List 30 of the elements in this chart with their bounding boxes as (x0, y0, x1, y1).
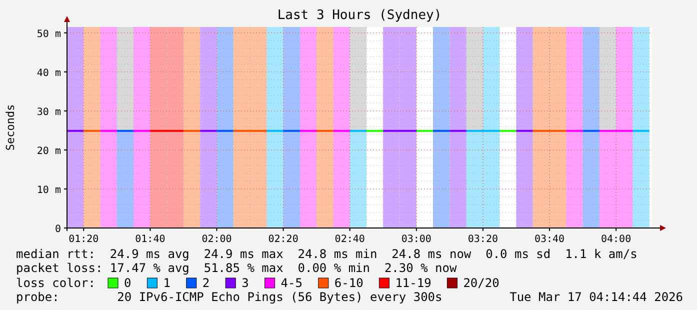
x-tick-label: 02:20 (268, 234, 298, 245)
x-tick-label: 02:00 (202, 234, 232, 245)
y-tick-label: 40 m (36, 68, 61, 79)
y-tick-label: 30 m (36, 106, 61, 118)
x-tick-label: 02:40 (334, 234, 365, 245)
x-tick-label: 01:20 (68, 234, 99, 245)
legend-label: 3 (242, 276, 249, 290)
y-tick-label: 0 (54, 224, 61, 235)
text: Tue Mar 17 04:14:44 2026 (510, 290, 683, 304)
text: median rtt: 24.9 ms avg 24.9 ms max 24.8 ms min 24.8 ms now 0.0 ms sd 1.1 k am/s (16, 247, 638, 261)
legend-label: 2 (202, 276, 210, 290)
legend-label: 0 (124, 276, 132, 290)
legend-title: loss color: (16, 276, 96, 290)
y-tick-label: 10 m (36, 184, 61, 196)
x-tick-label: 01:40 (135, 234, 166, 245)
legend-label: 11-19 (395, 276, 432, 290)
x-tick-label: 03:00 (401, 234, 432, 245)
legend-label: 4-5 (280, 276, 302, 290)
chart-title: Last 3 Hours (Sydney) (277, 8, 442, 23)
y-tick-label: 20 m (36, 146, 61, 157)
text: probe: 20 IPv6-ICMP Echo Pings (56 Bytes) every 300s (16, 290, 442, 304)
legend-label: 1 (163, 276, 170, 290)
x-tick-label: 04:00 (601, 234, 632, 245)
legend-label: 6-10 (334, 276, 364, 290)
legend-label: 20/20 (463, 276, 500, 290)
text: packet loss: 17.47 % avg 51.85 % max 0.00 % min 2.30 % now (16, 261, 458, 275)
y-axis-title: Seconds (4, 104, 17, 151)
x-tick-label: 03:40 (534, 234, 565, 245)
y-tick-label: 50 m (36, 28, 61, 40)
x-tick-label: 03:20 (468, 234, 498, 245)
